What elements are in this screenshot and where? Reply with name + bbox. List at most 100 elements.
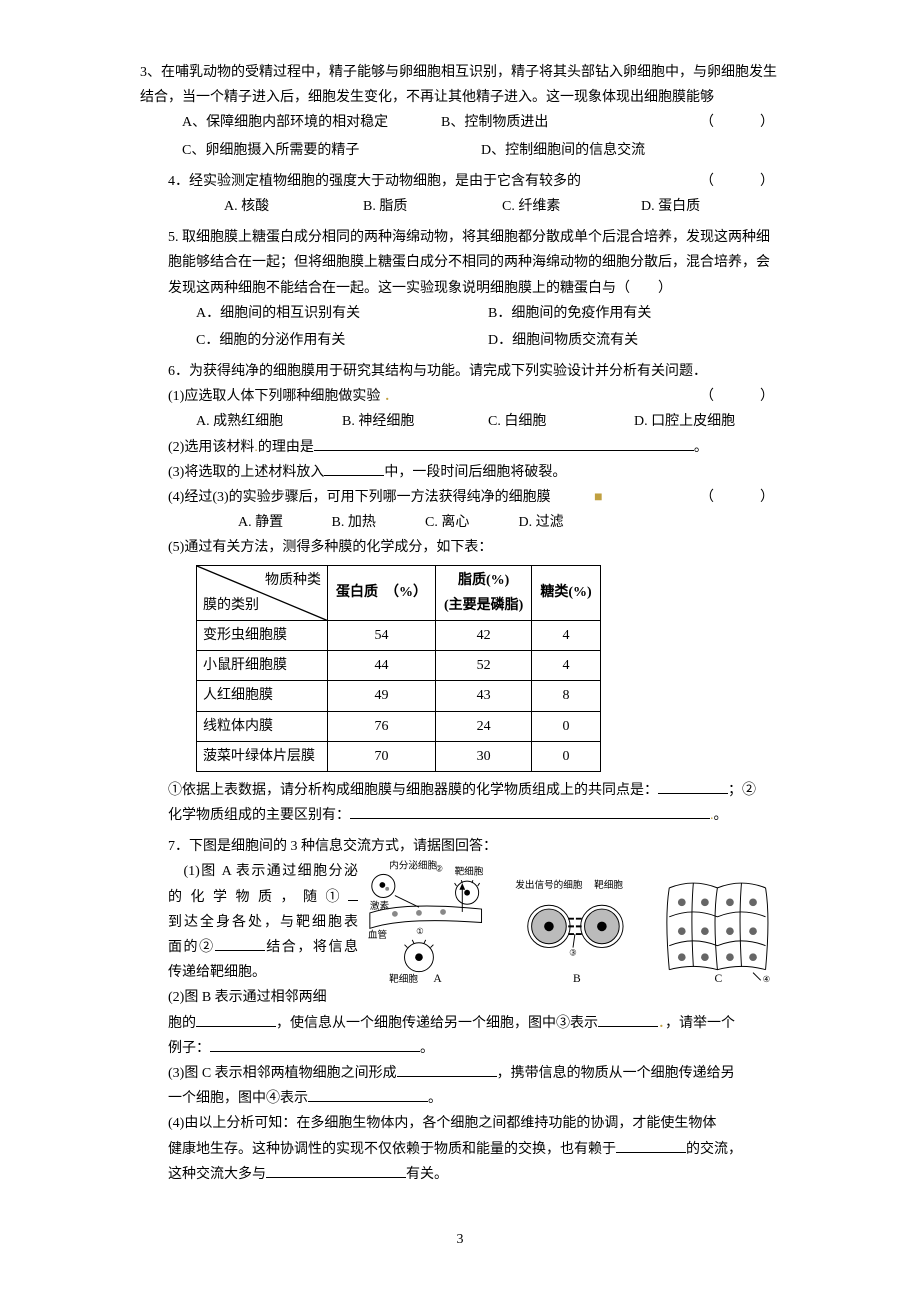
- row-label: 菠菜叶绿体片层膜: [197, 741, 328, 771]
- q7-stem: 7．下图是细胞间的 3 种信息交流方式，请据图回答：: [168, 834, 780, 859]
- q6-stem: 6．为获得纯净的细胞膜用于研究其结构与功能。请完成下列实验设计并分析有关问题．: [168, 359, 780, 384]
- cell: 4: [532, 620, 600, 650]
- q3-options-row2: C、卵细胞摄入所需要的精子 D、控制细胞间的信息交流: [140, 138, 780, 163]
- cell: 44: [328, 651, 436, 681]
- q7-p2b-a: 胞的: [168, 1016, 196, 1031]
- q6-s2b: 的理由是: [258, 440, 314, 455]
- panel-c-label: C: [715, 974, 723, 985]
- question-6: 6．为获得纯净的细胞膜用于研究其结构与功能。请完成下列实验设计并分析有关问题． …: [140, 359, 780, 828]
- q4-stem-line: 4．经实验测定植物细胞的强度大于动物细胞，是由于它含有较多的 （ ）: [168, 169, 780, 194]
- q4-stem: 4．经实验测定植物细胞的强度大于动物细胞，是由于它含有较多的: [168, 174, 581, 189]
- label-n1: ①: [416, 927, 424, 937]
- q6-s4: (4)经过(3)的实验步骤后，可用下列哪一方法获得纯净的细胞膜: [168, 490, 551, 505]
- q3-opt-a: A、保障细胞内部环境的相对稳定: [182, 110, 441, 135]
- cell: 43: [436, 681, 532, 711]
- cell: 0: [532, 711, 600, 741]
- q6-s1-line: (1)应选取人体下列哪种细胞做实验 ． （ ）: [168, 384, 780, 409]
- q7-blank-5[interactable]: [210, 1037, 420, 1052]
- label-signal-cell: 发出信号的细胞: [515, 879, 583, 891]
- col-lipid: 脂质(%) (主要是磷脂): [436, 565, 532, 620]
- q7-p1c: 到达全身各处，与靶细胞表: [168, 910, 358, 935]
- q6-s3a: (3)将选取的上述材料放入: [168, 465, 324, 480]
- q7-figure: 内分泌细胞 ② 靶细胞 激素 ① 血管: [358, 859, 780, 993]
- table-row: 人红细胞膜 49 43 8: [197, 681, 601, 711]
- q5-opt-a: A．细胞间的相互识别有关: [196, 301, 488, 326]
- cell: 54: [328, 620, 436, 650]
- q7-blank-6[interactable]: [397, 1062, 497, 1077]
- q6-s4-paren: （ ）: [700, 485, 780, 510]
- q5-stem: 5. 取细胞膜上糖蛋白成分相同的两种海绵动物，将其细胞都分散成单个后混合培养，发…: [168, 225, 780, 301]
- q7-p4a: (4)由以上分析可知：在多细胞生物体内，各个细胞之间都维持功能的协调，才能使生物…: [168, 1111, 780, 1136]
- q6-s4-opt-b: B. 加热: [332, 510, 422, 535]
- cell: 42: [436, 620, 532, 650]
- q7-p3c-a: 一个细胞，图中④表示: [168, 1091, 308, 1106]
- dot-icon: ．: [384, 389, 398, 404]
- cell: 0: [532, 741, 600, 771]
- q4-options: A. 核酸 B. 脂质 C. 纤维素 D. 蛋白质: [168, 194, 780, 219]
- q7-p4b-a: 健康地生存。这种协调性的实现不仅依赖于物质和能量的交换，也有赖于: [168, 1142, 616, 1157]
- q6-s4-opt-d: D. 过滤: [519, 510, 609, 535]
- q7-p4c-a: 这种交流大多与: [168, 1167, 266, 1182]
- q7-p2b-c: ，请举一个: [665, 1016, 735, 1031]
- cell: 52: [436, 651, 532, 681]
- q7-blank-7[interactable]: [308, 1087, 428, 1102]
- q7-blank-9[interactable]: [266, 1163, 406, 1178]
- table-row: 线粒体内膜 76 24 0: [197, 711, 601, 741]
- q7-p2c: 例子： 。: [168, 1036, 780, 1061]
- square-icon: ■: [594, 490, 602, 505]
- q3-paren: （ ）: [700, 110, 780, 135]
- q7-blank-3[interactable]: [196, 1012, 276, 1027]
- q7-blank-2[interactable]: [215, 936, 265, 951]
- q7-blank-4[interactable]: [598, 1012, 658, 1027]
- cell: 76: [328, 711, 436, 741]
- q6-s5q1a: ①依据上表数据，请分析构成细胞膜与细胞器膜的化学物质组成上的共同点是：: [168, 783, 658, 798]
- label-vessel: 血管: [368, 929, 388, 941]
- q7-p2c-a: 例子：: [168, 1041, 210, 1056]
- q3-opt-b: B、控制物质进出: [441, 110, 700, 135]
- q7-p2a: (2)图 B 表示通过相邻两细: [168, 985, 358, 1010]
- q6-s1-opt-c: C. 白细胞: [488, 409, 634, 434]
- q6-s5q1: ①依据上表数据，请分析构成细胞膜与细胞器膜的化学物质组成上的共同点是：；②: [168, 778, 780, 803]
- table-header-row: 物质种类 膜的类别 蛋白质 （%） 脂质(%) (主要是磷脂) 糖类(%): [197, 565, 601, 620]
- q7-blank-8[interactable]: [616, 1138, 686, 1153]
- q6-s5q2-blank[interactable]: [350, 804, 710, 819]
- q6-s1-options: A. 成熟红细胞 B. 神经细胞 C. 白细胞 D. 口腔上皮细胞: [168, 409, 780, 434]
- cell: 4: [532, 651, 600, 681]
- q7-p3b: ，携带信息的物质从一个细胞传递给另: [497, 1066, 735, 1081]
- panel-b-label: B: [573, 974, 581, 985]
- cell: 30: [436, 741, 532, 771]
- q5-options-row1: A．细胞间的相互识别有关 B．细胞间的免疫作用有关: [168, 301, 780, 326]
- q6-s4-opt-a: A. 静置: [238, 510, 328, 535]
- q3-opt-d: D、控制细胞间的信息交流: [481, 138, 780, 163]
- q5-opt-d: D．细胞间物质交流有关: [488, 328, 780, 353]
- q7-p1b: 的化学物质，随①: [168, 885, 358, 910]
- panel-c: ④ C: [667, 884, 771, 985]
- q7-p2c-b: 。: [420, 1041, 434, 1056]
- q6-s2-blank[interactable]: [314, 436, 694, 451]
- q7-p4b: 健康地生存。这种协调性的实现不仅依赖于物质和能量的交换，也有赖于 的交流，: [168, 1137, 780, 1162]
- row-label: 变形虫细胞膜: [197, 620, 328, 650]
- label-n2: ②: [435, 864, 443, 874]
- q3-options-row1: A、保障细胞内部环境的相对稳定 B、控制物质进出: [140, 110, 700, 135]
- row-label: 线粒体内膜: [197, 711, 328, 741]
- table-row: 小鼠肝细胞膜 44 52 4: [197, 651, 601, 681]
- q7-p4b-b: 的交流，: [686, 1142, 742, 1157]
- row-label: 小鼠肝细胞膜: [197, 651, 328, 681]
- q7-p1d-b: 结合，将信息: [265, 940, 358, 955]
- q6-s4-line: (4)经过(3)的实验步骤后，可用下列哪一方法获得纯净的细胞膜 ■ （ ）: [168, 485, 780, 510]
- q6-s1-paren: （ ）: [700, 384, 780, 409]
- table-diag-header: 物质种类 膜的类别: [197, 565, 328, 620]
- q6-s5: (5)通过有关方法，测得多种膜的化学成分，如下表：: [168, 535, 780, 560]
- label-endocrine: 内分泌细胞: [389, 860, 437, 872]
- q7-blank-1[interactable]: [348, 886, 358, 901]
- q7-p4c: 这种交流大多与有关。: [168, 1162, 780, 1187]
- panel-a-label: A: [433, 974, 442, 985]
- q6-s5q2: 化学物质组成的主要区别有：.。: [168, 803, 780, 828]
- q7-p1a: (1)图 A 表示通过细胞分泌: [168, 859, 358, 884]
- q6-s3-blank[interactable]: [324, 461, 384, 476]
- q6-s5q1-blank[interactable]: [658, 779, 728, 794]
- panel-a: 内分泌细胞 ② 靶细胞 激素 ① 血管: [368, 860, 484, 985]
- label-target-bottom: 靶细胞: [389, 974, 418, 985]
- label-hormone: 激素: [370, 901, 390, 913]
- q5-opt-c: C．细胞的分泌作用有关: [196, 328, 488, 353]
